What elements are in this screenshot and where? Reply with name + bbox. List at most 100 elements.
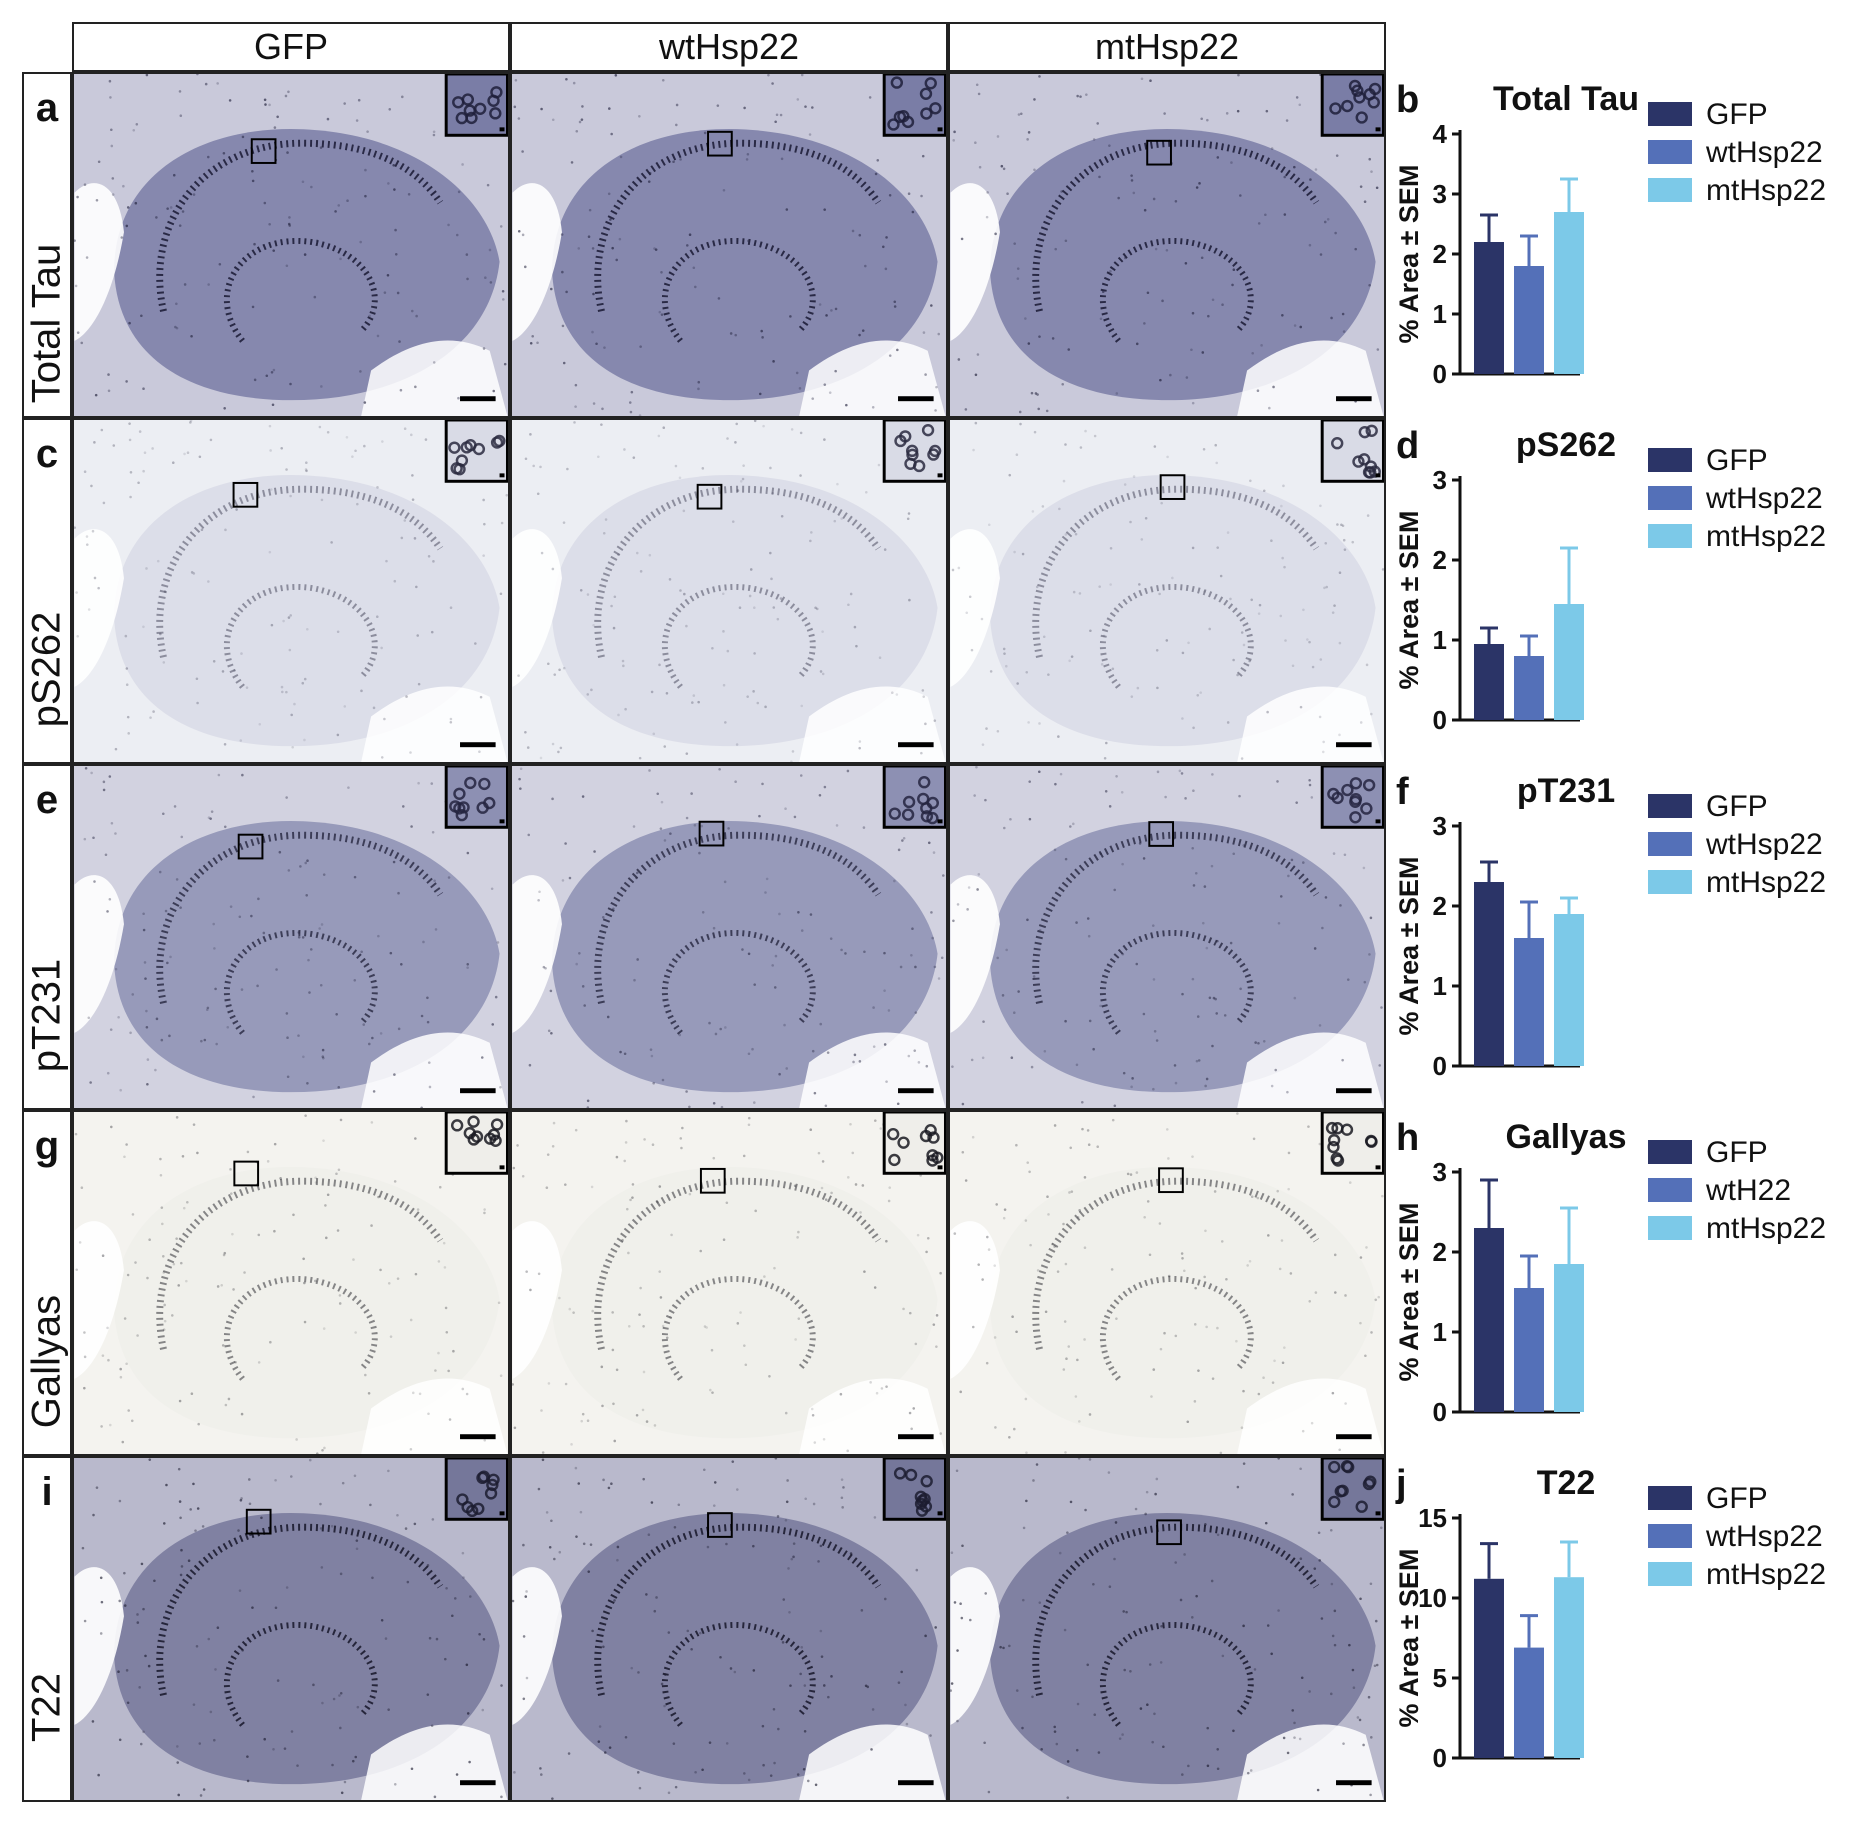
- stained-cell: [1293, 324, 1297, 327]
- stained-cell: [1256, 389, 1260, 392]
- chart-j-t22: j T22% Area ± SEM 0 5 10 15 GFP wtHsp22 mtHsp22: [1388, 1456, 1876, 1800]
- stained-cell: [93, 576, 97, 580]
- stained-cell: [692, 694, 696, 697]
- stained-cell: [260, 1516, 263, 1520]
- stained-cell: [339, 257, 342, 261]
- stained-cell: [1256, 1196, 1260, 1200]
- stained-cell: [873, 1516, 877, 1519]
- stained-cell: [109, 1028, 113, 1031]
- stained-cell: [851, 1151, 855, 1155]
- stained-cell: [822, 1437, 826, 1441]
- stained-cell: [212, 922, 215, 926]
- stained-cell: [934, 1626, 937, 1629]
- stained-cell: [231, 1232, 234, 1236]
- stained-cell: [1125, 1610, 1128, 1614]
- inset-cell: [890, 76, 904, 89]
- stained-cell: [1226, 531, 1230, 534]
- stained-cell: [223, 1251, 227, 1255]
- stained-cell: [169, 206, 173, 209]
- stained-cell: [647, 180, 651, 183]
- stained-cell: [828, 391, 832, 394]
- stained-cell: [1160, 1624, 1163, 1628]
- stained-cell: [1295, 96, 1299, 99]
- stained-cell: [780, 514, 784, 518]
- stained-cell: [102, 780, 106, 784]
- stained-cell: [1215, 1012, 1219, 1015]
- stained-cell: [969, 1618, 972, 1622]
- stained-cell: [907, 512, 911, 515]
- stained-cell: [196, 701, 199, 705]
- stained-cell: [604, 518, 608, 521]
- stained-cell: [913, 1049, 917, 1052]
- stained-cell: [1282, 1736, 1286, 1740]
- stained-cell: [956, 903, 960, 906]
- stained-cell: [332, 1697, 336, 1701]
- chart-title: pT231: [1517, 772, 1615, 810]
- stained-cell: [381, 440, 384, 443]
- stained-cell: [137, 481, 140, 485]
- stained-cell: [1064, 1262, 1068, 1266]
- stained-cell: [1174, 1561, 1177, 1564]
- stained-cell: [1277, 1609, 1280, 1612]
- stained-cell: [1064, 857, 1068, 861]
- legend-label: wtHsp22: [1705, 482, 1823, 515]
- stained-cell: [994, 232, 997, 236]
- stained-cell: [1332, 852, 1336, 855]
- tissue-region: [552, 129, 938, 401]
- ventricle-space: [950, 529, 1000, 687]
- stained-cell: [235, 508, 238, 511]
- stained-cell: [1216, 156, 1220, 159]
- stained-cell: [1121, 1733, 1124, 1736]
- stained-cell: [1154, 1492, 1157, 1496]
- stained-cell: [1025, 670, 1029, 674]
- legend-label: mtHsp22: [1706, 520, 1826, 553]
- stained-cell: [521, 150, 524, 153]
- stained-cell: [106, 1071, 110, 1075]
- inset-cell: [489, 107, 502, 120]
- stained-cell: [547, 1382, 551, 1385]
- stained-cell: [549, 287, 553, 291]
- stained-cell: [568, 876, 572, 880]
- stained-cell: [1300, 1676, 1304, 1680]
- stained-cell: [771, 964, 774, 967]
- stained-cell: [1108, 1585, 1112, 1588]
- stained-cell: [950, 1689, 953, 1692]
- stained-cell: [145, 1009, 148, 1013]
- stained-cell: [1026, 138, 1029, 141]
- stained-cell: [334, 210, 337, 213]
- stained-cell: [804, 1497, 807, 1501]
- stained-cell: [1266, 710, 1269, 714]
- stained-cell: [950, 1682, 954, 1685]
- stained-cell: [821, 672, 825, 676]
- stained-cell: [92, 836, 95, 840]
- stained-cell: [1062, 1368, 1066, 1371]
- stained-cell: [591, 1309, 594, 1313]
- stained-cell: [1088, 1019, 1092, 1023]
- stained-cell: [769, 466, 772, 470]
- stained-cell: [1159, 1347, 1163, 1351]
- stained-cell: [1031, 1695, 1034, 1699]
- bar-wtHsp22: [1514, 656, 1544, 720]
- stained-cell: [139, 1742, 143, 1746]
- stained-cell: [292, 1213, 295, 1217]
- stained-cell: [981, 1278, 984, 1281]
- stained-cell: [1064, 1451, 1067, 1454]
- inset-cell: [467, 1133, 480, 1146]
- stained-cell: [912, 1407, 916, 1410]
- stained-cell: [1351, 540, 1355, 544]
- panel-letter-a: a: [35, 86, 59, 130]
- stained-cell: [200, 1039, 203, 1043]
- stained-cell: [1167, 1157, 1170, 1160]
- stained-cell: [952, 919, 955, 923]
- stained-cell: [1338, 571, 1342, 574]
- stained-cell: [957, 358, 961, 361]
- stained-cell: [482, 1637, 486, 1641]
- stained-cell: [808, 133, 812, 136]
- stained-cell: [372, 706, 376, 710]
- stained-cell: [190, 334, 193, 338]
- stained-cell: [797, 1317, 801, 1320]
- inset-cell: [1331, 1122, 1344, 1135]
- stained-cell: [916, 1233, 920, 1237]
- stained-cell: [1203, 590, 1206, 593]
- stained-cell: [681, 1126, 684, 1130]
